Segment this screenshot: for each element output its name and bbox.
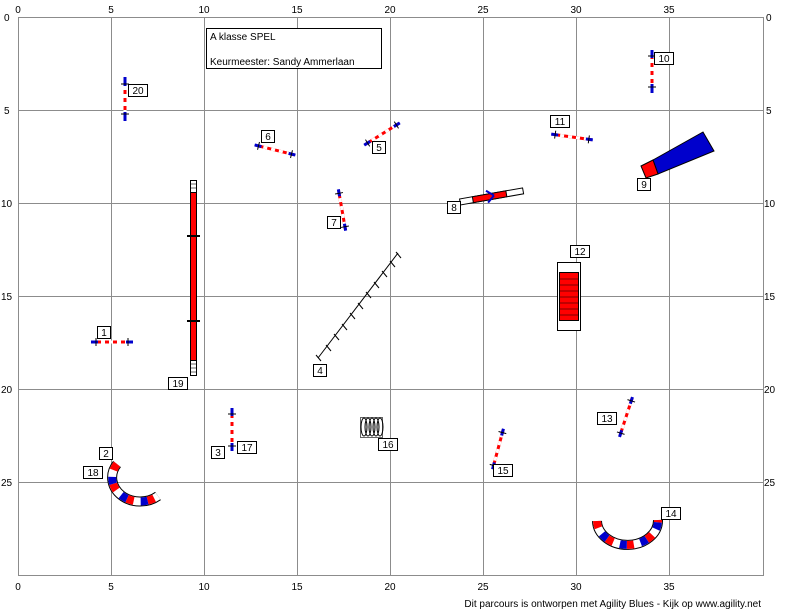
tick-label: 20 xyxy=(764,385,776,396)
tick-label: 0 xyxy=(4,13,10,24)
number-label-10: 10 xyxy=(654,52,674,65)
number-label-19: 19 xyxy=(168,377,188,390)
svg-text:11: 11 xyxy=(555,117,566,128)
tick-label: 25 xyxy=(477,5,489,16)
tick-label: 35 xyxy=(663,5,675,16)
svg-text:15: 15 xyxy=(497,466,509,477)
obstacle-15-jump xyxy=(489,428,507,470)
tick-label: 20 xyxy=(384,582,396,593)
obstacle-17-jump xyxy=(228,408,236,451)
svg-text:1: 1 xyxy=(101,328,107,339)
number-label-11: 11 xyxy=(550,115,570,128)
number-label-16: 16 xyxy=(378,438,398,451)
svg-text:4: 4 xyxy=(317,366,323,377)
top-axis-labels: 0 5 10 15 20 25 30 35 xyxy=(15,5,675,16)
judge-name: Keurmeester: Sandy Ammerlaan xyxy=(210,57,355,68)
course-title: A klasse SPEL xyxy=(210,32,276,43)
svg-text:9: 9 xyxy=(641,180,647,191)
number-label-1: 1 xyxy=(97,326,111,339)
svg-text:18: 18 xyxy=(87,468,99,479)
tick-label: 15 xyxy=(291,5,303,16)
tick-label: 25 xyxy=(764,478,776,489)
number-label-15: 15 xyxy=(493,464,513,477)
tick-label: 0 xyxy=(15,5,21,16)
grid xyxy=(18,17,764,576)
obstacle-13-jump xyxy=(616,396,636,438)
tick-label: 5 xyxy=(108,582,114,593)
obstacle-16-tyre xyxy=(360,417,384,438)
tick-label: 30 xyxy=(570,5,582,16)
svg-text:20: 20 xyxy=(132,86,144,97)
number-label-4: 4 xyxy=(313,364,327,377)
svg-text:3: 3 xyxy=(215,448,221,459)
tick-label: 15 xyxy=(291,582,303,593)
number-label-7: 7 xyxy=(327,216,341,229)
number-label-2: 2 xyxy=(99,447,113,460)
tick-label: 0 xyxy=(766,13,772,24)
obstacle-20-jump xyxy=(121,77,129,121)
number-label-20: 20 xyxy=(128,84,148,97)
obstacle-4-weave xyxy=(315,251,402,362)
tick-label: 35 xyxy=(663,582,675,593)
number-label-9: 9 xyxy=(637,178,651,191)
obstacle-19-dogwalk xyxy=(187,180,200,376)
tick-label: 30 xyxy=(570,582,582,593)
number-label-6: 6 xyxy=(261,130,275,143)
tick-label: 0 xyxy=(15,582,21,593)
tick-label: 10 xyxy=(764,199,776,210)
svg-text:6: 6 xyxy=(265,132,271,143)
obstacle-5-jump xyxy=(363,121,401,147)
tick-label: 10 xyxy=(198,582,210,593)
svg-text:2: 2 xyxy=(103,449,109,460)
svg-text:5: 5 xyxy=(376,143,382,154)
tick-label: 15 xyxy=(1,292,13,303)
right-axis-labels: 0 5 10 15 20 25 xyxy=(764,13,776,489)
svg-text:16: 16 xyxy=(382,440,394,451)
number-label-5: 5 xyxy=(372,141,386,154)
obstacle-6-jump xyxy=(254,141,296,159)
tick-label: 5 xyxy=(108,5,114,16)
obstacle-2-18-tunnel xyxy=(107,460,161,507)
obstacle-12-table xyxy=(557,262,581,331)
svg-text:13: 13 xyxy=(601,414,613,425)
svg-text:19: 19 xyxy=(172,379,184,390)
svg-text:12: 12 xyxy=(574,247,586,258)
svg-text:17: 17 xyxy=(241,443,253,454)
obstacle-1-jump xyxy=(91,338,133,346)
credit-line: Dit parcours is ontworpen met Agility Bl… xyxy=(464,599,761,610)
number-label-13: 13 xyxy=(597,412,617,425)
number-label-12: 12 xyxy=(570,245,590,258)
obstacle-9-chute xyxy=(640,131,715,179)
bottom-axis-labels: 0 5 10 15 20 25 30 35 xyxy=(15,582,675,593)
number-label-14: 14 xyxy=(661,507,681,520)
number-label-17: 17 xyxy=(237,441,257,454)
obstacle-14-tunnel xyxy=(592,519,664,550)
svg-text:7: 7 xyxy=(331,218,337,229)
title-box: A klasse SPEL Keurmeester: Sandy Ammerla… xyxy=(206,28,382,69)
obstacle-7-jump xyxy=(335,189,349,231)
tick-label: 20 xyxy=(384,5,396,16)
obstacle-10-jump xyxy=(648,50,656,93)
svg-text:14: 14 xyxy=(665,509,677,520)
tick-label: 25 xyxy=(1,478,13,489)
tick-label: 15 xyxy=(764,292,776,303)
tick-label: 5 xyxy=(4,106,10,117)
left-axis-labels: 0 5 10 15 20 25 xyxy=(1,13,13,489)
tick-label: 25 xyxy=(477,582,489,593)
tick-label: 10 xyxy=(198,5,210,16)
number-label-18: 18 xyxy=(83,466,103,479)
tick-label: 10 xyxy=(1,199,13,210)
tick-label: 5 xyxy=(766,106,772,117)
tick-label: 20 xyxy=(1,385,13,396)
number-label-8: 8 xyxy=(447,201,461,214)
svg-text:10: 10 xyxy=(658,54,670,65)
obstacle-11-jump xyxy=(550,130,594,144)
number-label-3: 3 xyxy=(211,446,225,459)
obstacle-number-labels: 1 2 3 4 5 6 7 8 9 10 11 12 13 14 15 16 1… xyxy=(83,52,681,520)
svg-text:8: 8 xyxy=(451,203,457,214)
